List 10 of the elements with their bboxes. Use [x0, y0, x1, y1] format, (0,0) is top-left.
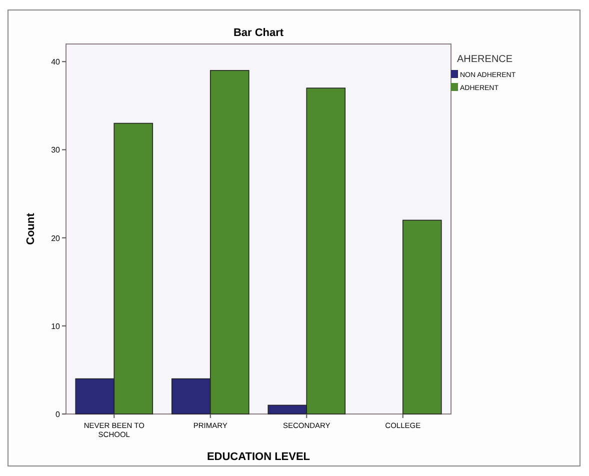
y-axis-title: Count	[25, 212, 37, 245]
legend-title: AHERENCE	[457, 54, 513, 65]
y-tick-label: 30	[51, 146, 61, 155]
y-tick-label: 0	[56, 410, 61, 419]
y-tick-label: 40	[51, 58, 61, 67]
y-tick-label: 10	[51, 322, 61, 331]
x-axis-title: EDUCATION LEVEL	[206, 451, 310, 463]
chart-title: Bar Chart	[233, 27, 284, 39]
bar	[402, 220, 442, 414]
y-tick-label: 20	[51, 234, 61, 243]
